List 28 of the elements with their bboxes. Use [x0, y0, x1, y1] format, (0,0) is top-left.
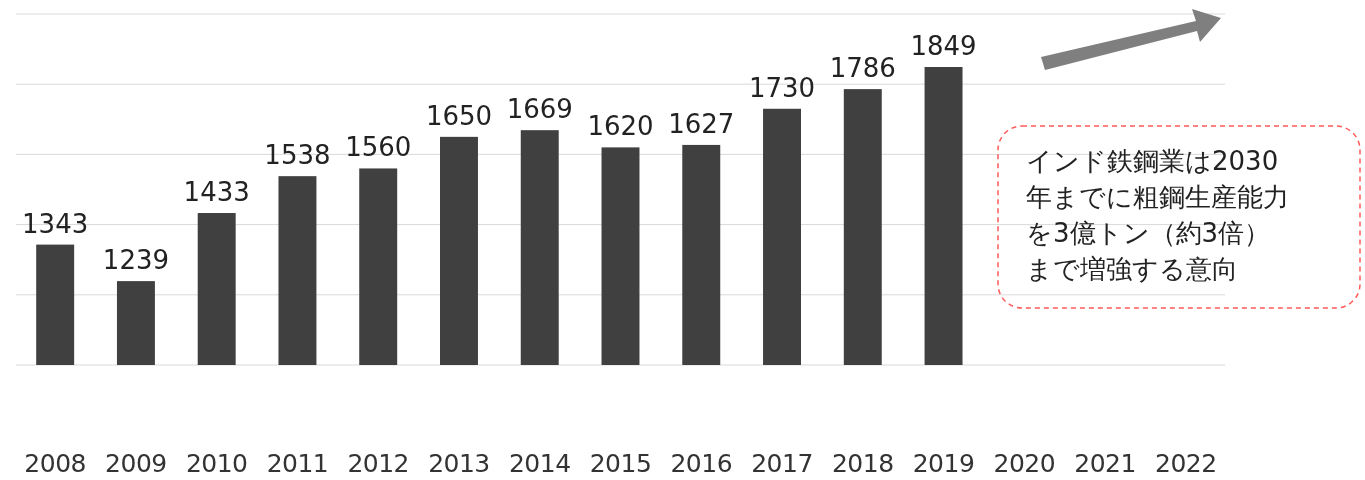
x-tick-label: 2022 — [1155, 449, 1217, 478]
x-tick-label: 2017 — [751, 449, 813, 478]
annotation: インド鉄鋼業は2030年までに粗鋼生産能力を3億トン（約3倍）まで増強する意向 — [1026, 146, 1289, 284]
x-tick-label: 2018 — [831, 449, 894, 478]
data-label: 1669 — [506, 94, 573, 125]
data-label: 1627 — [668, 108, 735, 139]
x-tick-label: 2010 — [185, 449, 248, 478]
data-label: 1620 — [587, 111, 654, 142]
x-tick-label: 2009 — [105, 449, 167, 478]
data-label: 1560 — [345, 132, 412, 163]
data-label: 1730 — [748, 72, 816, 103]
x-tick-label: 2020 — [993, 449, 1056, 478]
x-tick-label: 2012 — [347, 449, 410, 478]
data-label: 1239 — [102, 245, 170, 276]
x-tick-label: 2015 — [589, 449, 652, 478]
data-label: 1343 — [22, 208, 89, 239]
x-tick-label: 2013 — [428, 449, 490, 478]
x-tick-label: 2021 — [1074, 449, 1136, 478]
data-label: 1433 — [183, 177, 250, 208]
x-tick-label: 2014 — [508, 449, 571, 478]
x-tick-label: 2011 — [266, 449, 329, 478]
x-tick-label: 2019 — [912, 449, 975, 478]
x-tick-label: 2008 — [24, 449, 86, 478]
data-label: 1786 — [829, 53, 896, 84]
data-label: 1650 — [425, 100, 493, 131]
x-tick-label: 2016 — [670, 449, 733, 478]
data-label: 1849 — [910, 31, 977, 61]
data-label: 1538 — [264, 140, 331, 171]
